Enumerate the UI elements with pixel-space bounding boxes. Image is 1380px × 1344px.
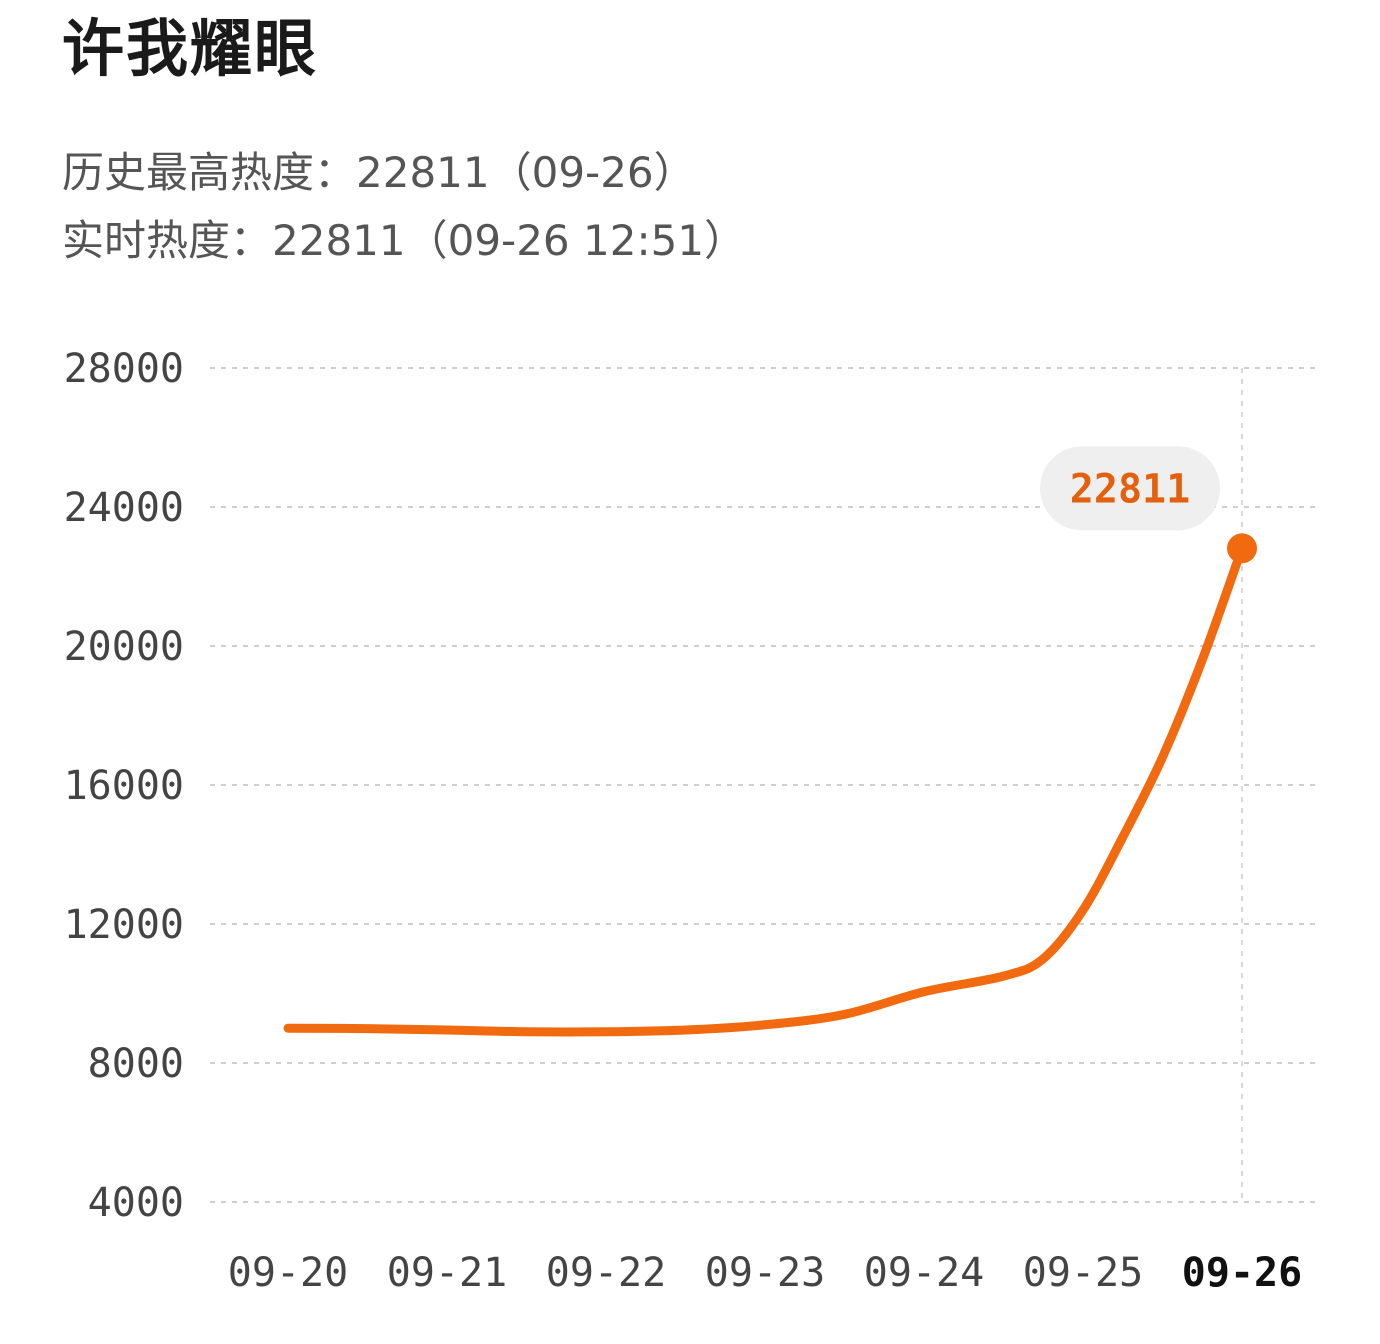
y-tick-label-8000: 8000 <box>88 1041 184 1087</box>
x-axis: 09-20 09-21 09-22 09-23 09-24 09-25 09-26 <box>228 1250 1302 1296</box>
x-tick-label-09-25: 09-25 <box>1023 1250 1143 1296</box>
live-heat-stat: 实时热度：22811（09-26 12:51） <box>62 216 747 265</box>
highlight-point <box>1227 533 1257 564</box>
x-tick-label-09-23: 09-23 <box>705 1250 825 1296</box>
x-tick-label-09-20: 09-20 <box>228 1250 348 1296</box>
series-layer <box>283 533 1257 1037</box>
y-tick-label-28000: 28000 <box>64 346 184 392</box>
page-title: 许我耀眼 <box>62 12 319 85</box>
highlight-layer: 22811 <box>1040 446 1220 531</box>
x-tick-label-09-22: 09-22 <box>546 1250 666 1296</box>
grid-lines <box>210 367 1316 1203</box>
x-tick-label-09-24: 09-24 <box>864 1250 984 1296</box>
x-tick-label-09-21: 09-21 <box>387 1250 507 1296</box>
y-axis: 4000 8000 12000 16000 20000 24000 28000 <box>64 346 184 1226</box>
x-tick-label-09-26: 09-26 <box>1182 1250 1302 1296</box>
y-tick-label-16000: 16000 <box>64 763 184 809</box>
y-tick-label-20000: 20000 <box>64 624 184 670</box>
peak-heat-stat: 历史最高热度：22811（09-26） <box>62 148 696 197</box>
heat-series-line <box>283 543 1247 1037</box>
value-bubble <box>1040 446 1220 531</box>
y-tick-label-24000: 24000 <box>64 485 184 531</box>
y-tick-label-4000: 4000 <box>88 1180 184 1226</box>
y-tick-label-12000: 12000 <box>64 902 184 948</box>
value-bubble-label: 22811 <box>1070 466 1190 512</box>
